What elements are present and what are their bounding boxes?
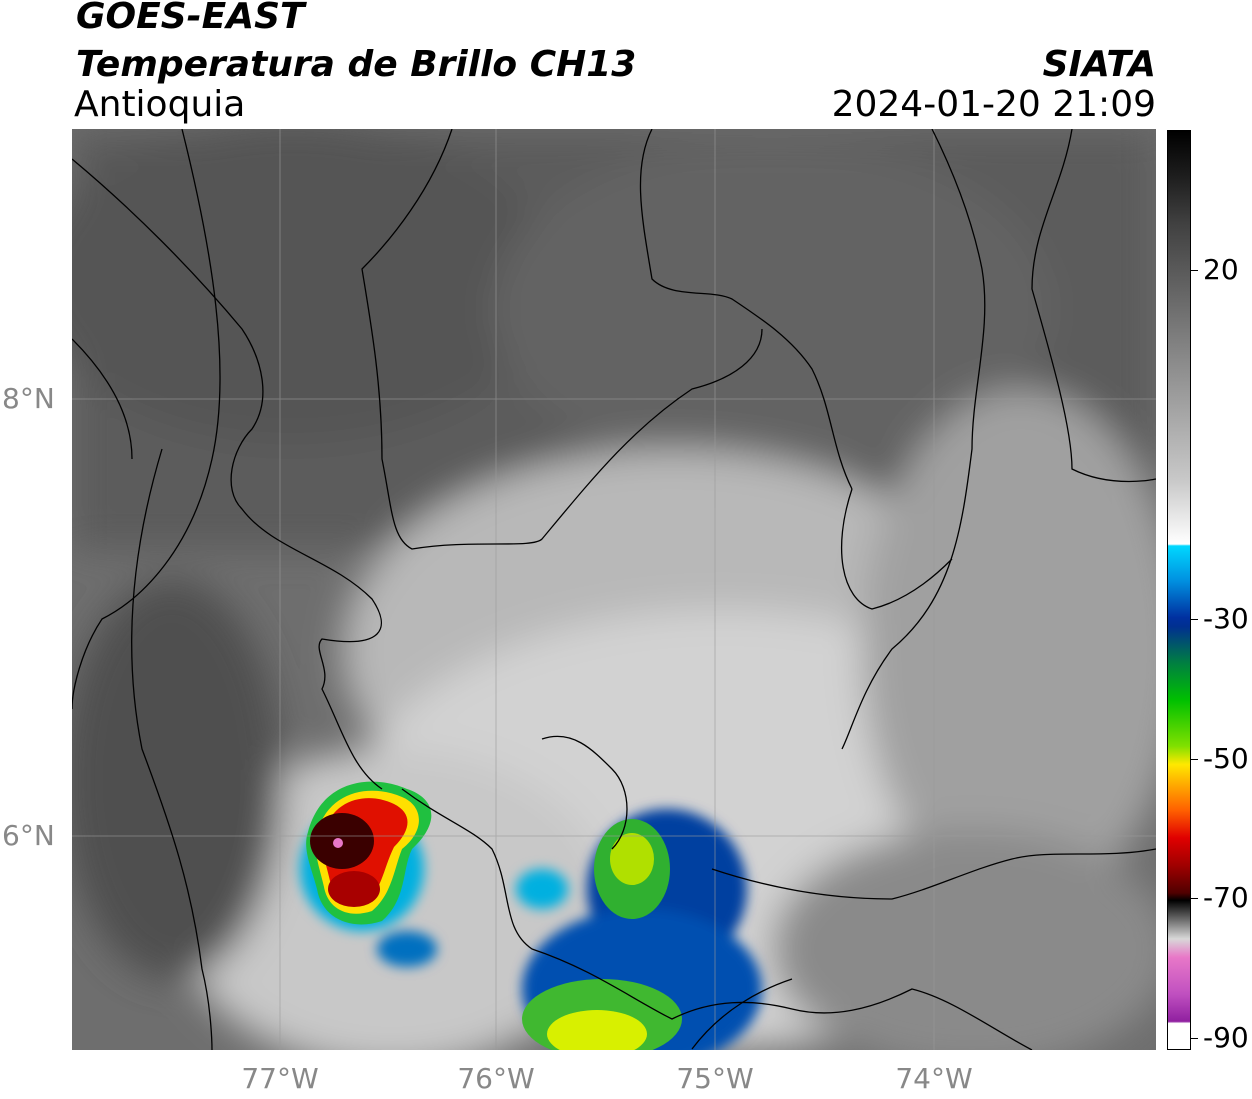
colorbar-tick (1190, 759, 1198, 760)
agency-label: SIATA (1042, 44, 1156, 85)
colorbar-label-minus70: -70 (1203, 881, 1249, 914)
satellite-title: GOES-EAST (76, 0, 305, 37)
colorbar-tick (1190, 270, 1198, 271)
storm-cell-west (306, 781, 432, 925)
satellite-map (72, 129, 1156, 1050)
lon-label-74w: 74°W (895, 1062, 973, 1095)
product-title: Temperatura de Brillo CH13 (76, 44, 637, 85)
lat-label-6n: 6°N (2, 819, 55, 852)
datetime-label: 2024-01-20 21:09 (831, 84, 1156, 125)
lon-label-77w: 77°W (241, 1062, 319, 1095)
colorbar-tick (1190, 898, 1198, 899)
colorbar-label-20: 20 (1203, 253, 1239, 286)
colorbar (1167, 130, 1191, 1050)
region-label: Antioquia (74, 84, 246, 125)
colorbar-label-minus50: -50 (1203, 742, 1249, 775)
colorbar-label-minus30: -30 (1203, 602, 1249, 635)
colorbar-tick (1190, 1038, 1198, 1039)
storm-cell-south (522, 819, 682, 1050)
lon-label-76w: 76°W (457, 1062, 535, 1095)
colorbar-tick (1190, 619, 1198, 620)
colorbar-label-minus90: -90 (1203, 1021, 1249, 1054)
lat-label-8n: 8°N (2, 382, 55, 415)
lon-label-75w: 75°W (676, 1062, 754, 1095)
